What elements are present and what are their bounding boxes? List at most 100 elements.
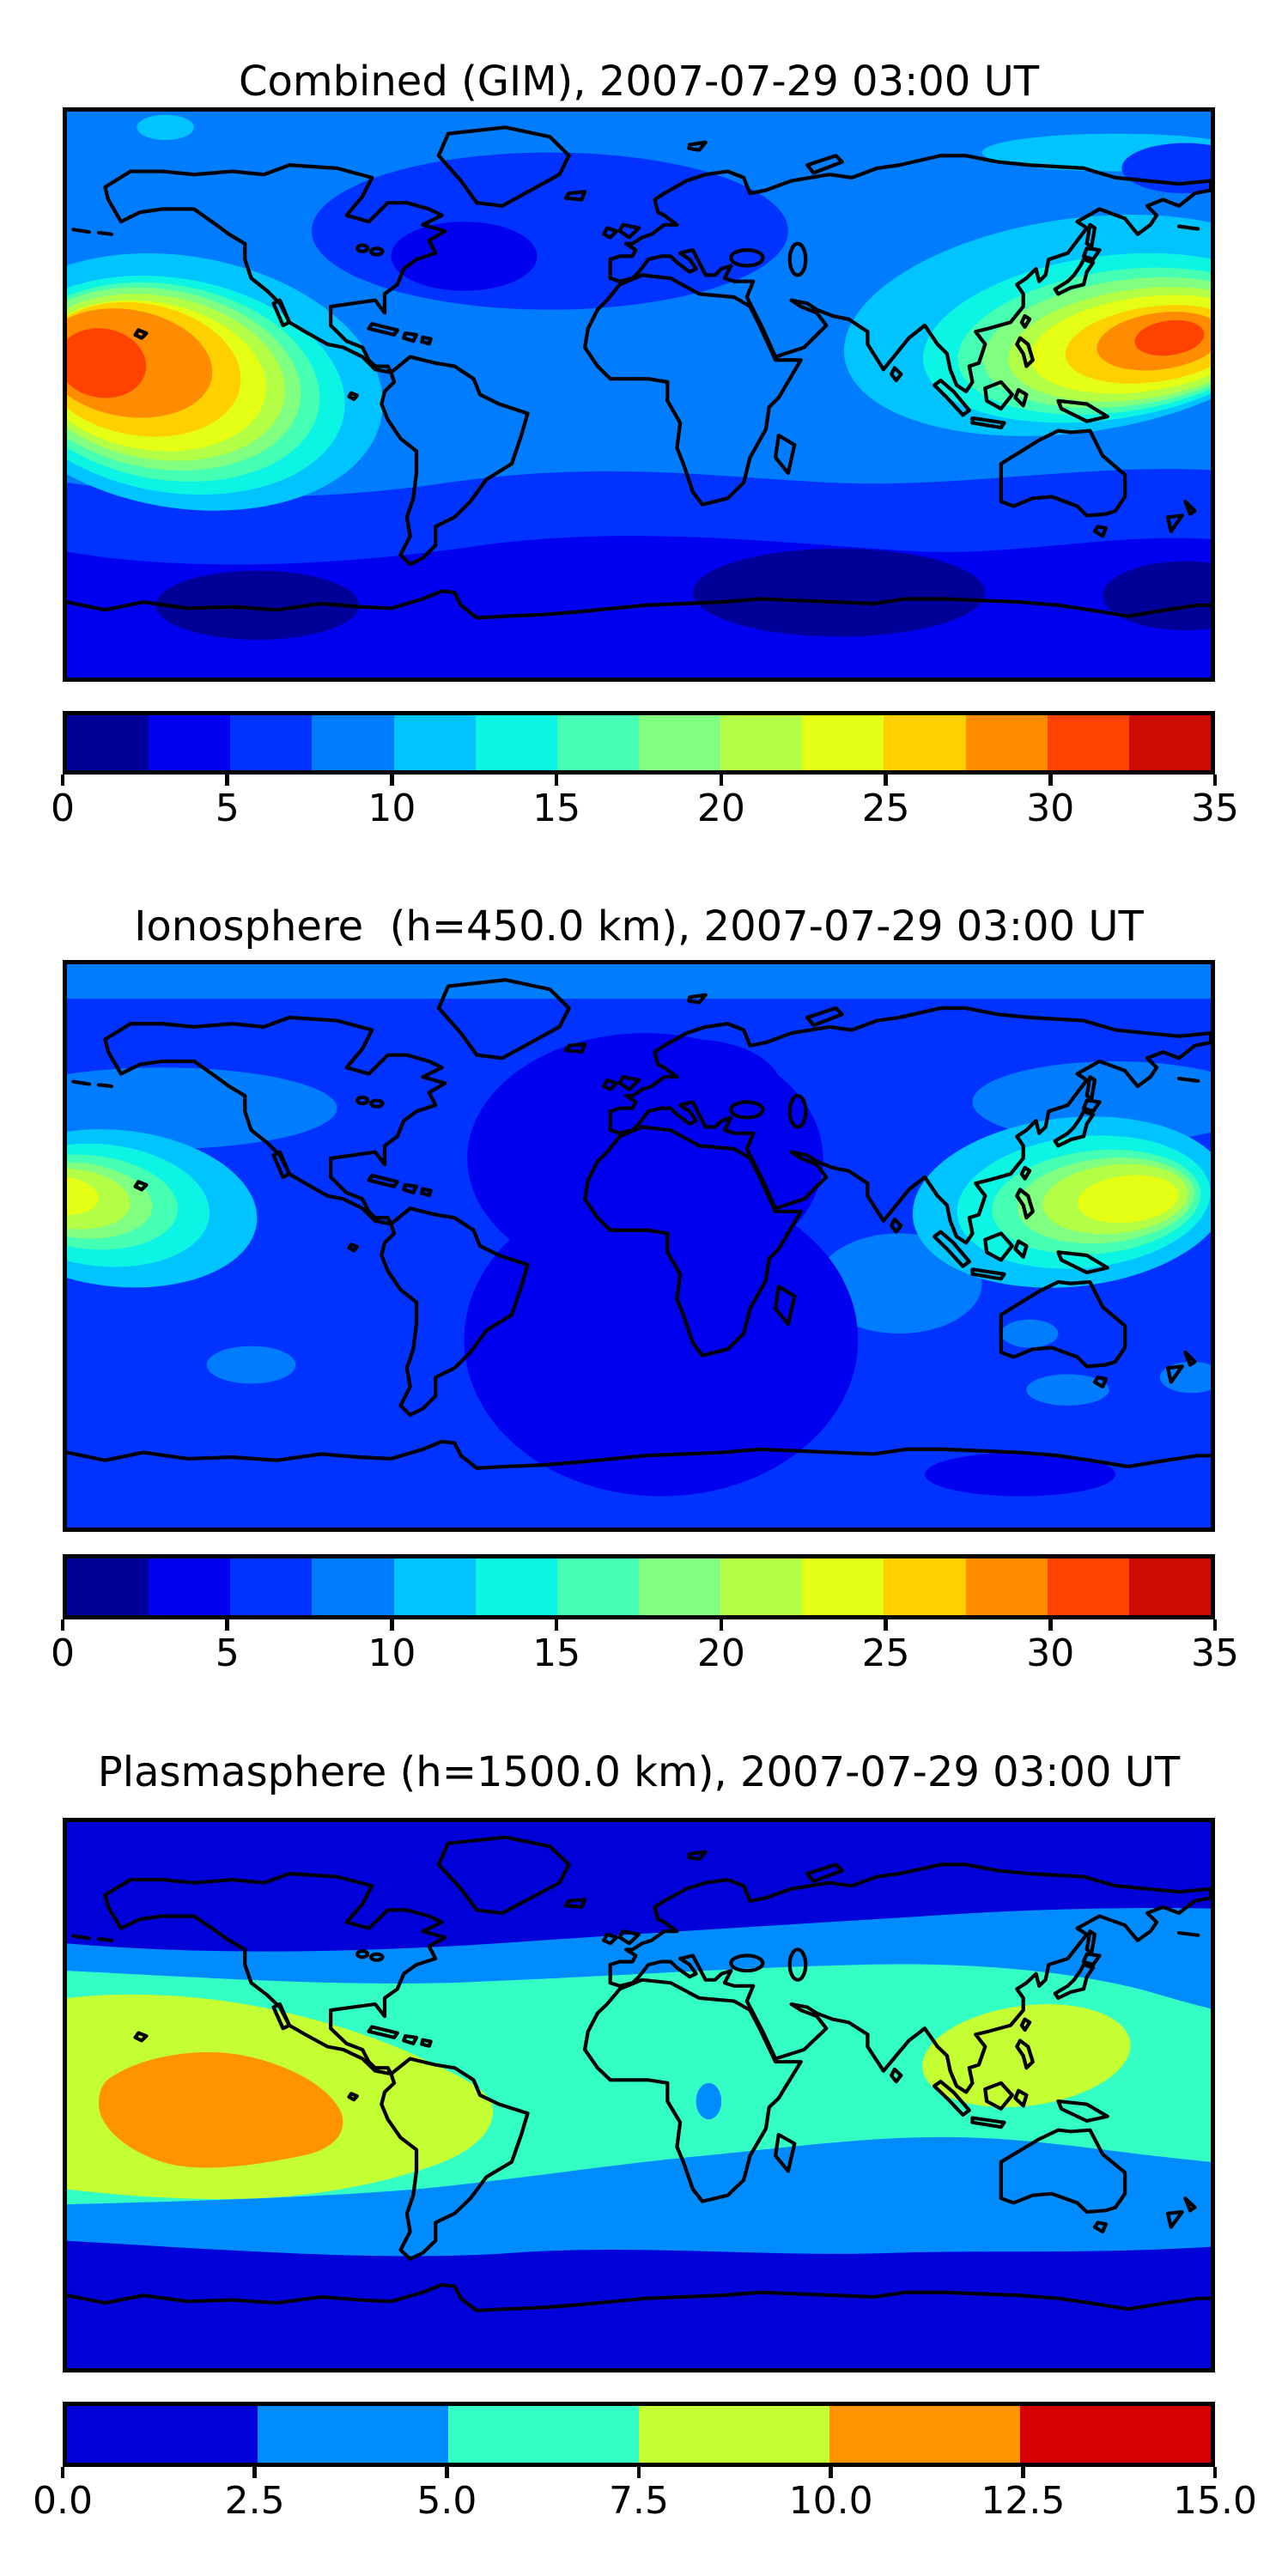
colorbar-tick-label: 30 — [1026, 1631, 1075, 1675]
contour-layers-combined — [67, 112, 1211, 677]
colorbar-segment — [720, 1558, 803, 1615]
colorbar-ticks: 0 5 10 15 20 25 30 35 — [51, 775, 1239, 835]
colorbar-tick-label: 30 — [1026, 787, 1075, 830]
colorbar-tick — [636, 2467, 641, 2478]
colorbar-ticks: 0 5 10 15 20 25 30 35 — [51, 1619, 1239, 1680]
colorbar-segment — [802, 1558, 884, 1615]
colorbar-tick-label: 25 — [861, 787, 910, 830]
colorbar-tick-label: 15.0 — [1173, 2479, 1257, 2523]
colorbar-tick — [60, 775, 65, 786]
contour-layers-ionosphere — [67, 964, 1211, 1528]
colorbar-tick — [829, 2467, 833, 2478]
colorbar-segment — [448, 2406, 639, 2463]
colorbar-segment — [393, 715, 476, 770]
colorbar-tick-label: 15 — [532, 1631, 581, 1675]
colorbar-segment — [230, 715, 313, 770]
colorbar-ionosphere: 0 5 10 15 20 25 30 35 — [51, 1554, 1239, 1680]
colorbar-tick — [719, 1619, 724, 1631]
colorbar-tick — [1021, 2467, 1025, 2478]
colorbar-tick — [1048, 1619, 1053, 1631]
colorbar-tick-label: 7.5 — [609, 2479, 669, 2523]
map-plasmasphere-svg — [67, 1822, 1211, 2368]
colorbar-segment — [1047, 1558, 1129, 1615]
colorbar-tick-label: 20 — [696, 787, 745, 830]
colorbar-tick — [1212, 2467, 1218, 2478]
colorbar-segment — [556, 1558, 639, 1615]
colorbar-segment — [720, 715, 803, 770]
colorbar-segment — [884, 1558, 966, 1615]
colorbar-tick-label: 5 — [215, 787, 240, 830]
colorbar-tick-label: 0.0 — [33, 2479, 93, 2523]
colorbar-segment — [312, 1558, 394, 1615]
colorbar-segment — [1128, 1558, 1211, 1615]
colorbar-ticks: 0.0 2.5 5.0 7.5 10.0 12.5 15.0 — [33, 2467, 1257, 2527]
colorbar-tick-label: 15 — [532, 787, 581, 830]
colorbar-plasmasphere: 0.0 2.5 5.0 7.5 10.0 12.5 15.0 — [33, 2402, 1257, 2527]
colorbar-tick-label: 25 — [861, 1631, 910, 1675]
colorbar-tick — [60, 1619, 65, 1631]
colorbar-tick — [554, 775, 559, 786]
colorbar-bar — [63, 2402, 1215, 2467]
colorbar-segment — [312, 715, 394, 770]
colorbar-tick — [1048, 775, 1053, 786]
colorbar-segment — [965, 715, 1048, 770]
colorbar-segment — [67, 1558, 149, 1615]
colorbar-tick — [884, 1619, 888, 1631]
colorbar-tick — [390, 1619, 394, 1631]
colorbar-segment — [829, 2406, 1020, 2463]
colorbar-tick-label: 12.5 — [981, 2479, 1066, 2523]
panel-title-combined: Combined (GIM), 2007-07-29 03:00 UT — [238, 58, 1040, 106]
colorbar-segment — [1128, 715, 1211, 770]
colorbar-tick — [554, 1619, 559, 1631]
colorbar-segment — [67, 2406, 258, 2463]
colorbar-tick — [390, 775, 394, 786]
map-ionosphere — [63, 960, 1215, 1532]
colorbar-tick-label: 20 — [696, 1631, 745, 1675]
colorbar-segment — [393, 1558, 476, 1615]
colorbar-segment — [884, 715, 966, 770]
map-ionosphere-svg — [67, 964, 1211, 1528]
map-combined — [63, 107, 1215, 682]
contour-layers-plasmasphere — [67, 1822, 1211, 2368]
colorbar-tick-label: 35 — [1191, 787, 1239, 830]
panel-title-plasmasphere: Plasmasphere (h=1500.0 km), 2007-07-29 0… — [97, 1748, 1181, 1796]
colorbar-segment — [1047, 715, 1129, 770]
colorbar-segment — [475, 715, 557, 770]
colorbar-tick — [1212, 1619, 1218, 1631]
colorbar-tick-label: 5 — [215, 1631, 240, 1675]
colorbar-tick — [225, 1619, 229, 1631]
colorbar-tick — [445, 2467, 449, 2478]
colorbar-segment — [639, 2406, 829, 2463]
panel-title-ionosphere: Ionosphere (h=450.0 km), 2007-07-29 03:0… — [134, 902, 1144, 951]
colorbar-segment — [965, 1558, 1048, 1615]
colorbar-tick-label: 5.0 — [416, 2479, 477, 2523]
colorbar-segment — [149, 1558, 231, 1615]
colorbar-segment — [556, 715, 639, 770]
colorbar-tick — [60, 2467, 65, 2478]
colorbar-tick — [252, 2467, 257, 2478]
colorbar-tick — [719, 775, 724, 786]
colorbar-tick-label: 35 — [1191, 1631, 1239, 1675]
map-combined-svg — [67, 112, 1211, 677]
colorbar-segment — [802, 715, 884, 770]
colorbar-tick-label: 0 — [51, 1631, 75, 1675]
colorbar-tick-label: 2.5 — [224, 2479, 285, 2523]
colorbar-bar — [63, 1554, 1215, 1619]
map-plasmasphere — [63, 1818, 1215, 2372]
colorbar-tick-label: 10 — [368, 787, 416, 830]
colorbar-tick — [1212, 775, 1218, 786]
colorbar-tick-label: 10.0 — [788, 2479, 873, 2523]
colorbar-segment — [638, 1558, 721, 1615]
colorbar-segment — [67, 715, 149, 770]
colorbar-tick-label: 0 — [51, 787, 75, 830]
colorbar-segment — [230, 1558, 313, 1615]
colorbar-segment — [258, 2406, 448, 2463]
colorbar-segment — [638, 715, 721, 770]
colorbar-tick-label: 10 — [368, 1631, 416, 1675]
colorbar-combined: 0 5 10 15 20 25 30 35 — [51, 711, 1239, 835]
colorbar-segment — [149, 715, 231, 770]
colorbar-segment — [1020, 2406, 1211, 2463]
colorbar-segment — [475, 1558, 557, 1615]
colorbar-tick — [225, 775, 229, 786]
